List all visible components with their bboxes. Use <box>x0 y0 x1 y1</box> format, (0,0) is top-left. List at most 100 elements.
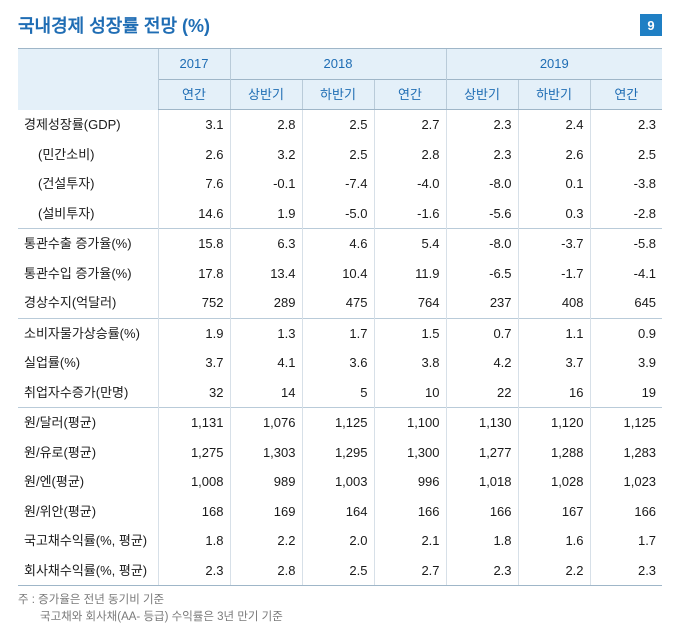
cell-value: -5.6 <box>446 199 518 229</box>
cell-value: 989 <box>230 467 302 497</box>
cell-value: 1,003 <box>302 467 374 497</box>
cell-value: 0.3 <box>518 199 590 229</box>
cell-value: 475 <box>302 288 374 318</box>
cell-value: 1,018 <box>446 467 518 497</box>
cell-value: 1,295 <box>302 438 374 468</box>
cell-value: -2.8 <box>590 199 662 229</box>
row-label: 원/엔(평균) <box>18 467 158 497</box>
cell-value: 2.8 <box>374 140 446 170</box>
row-label: 취업자수증가(만명) <box>18 378 158 408</box>
cell-value: 1.9 <box>230 199 302 229</box>
cell-value: 166 <box>446 497 518 527</box>
header-year: 2019 <box>446 49 662 80</box>
cell-value: 11.9 <box>374 259 446 289</box>
table-row: 회사채수익률(%, 평균)2.32.82.52.72.32.22.3 <box>18 556 662 586</box>
cell-value: 1,125 <box>590 408 662 438</box>
page-title: 국내경제 성장률 전망 (%) <box>18 12 210 38</box>
cell-value: 3.7 <box>518 348 590 378</box>
cell-value: 2.2 <box>230 526 302 556</box>
cell-value: 4.6 <box>302 229 374 259</box>
row-label: 통관수출 증가율(%) <box>18 229 158 259</box>
cell-value: 2.3 <box>590 110 662 140</box>
cell-value: 2.5 <box>302 556 374 586</box>
cell-value: -5.8 <box>590 229 662 259</box>
cell-value: 167 <box>518 497 590 527</box>
cell-value: 1,008 <box>158 467 230 497</box>
cell-value: 1.6 <box>518 526 590 556</box>
row-label: 원/위안(평균) <box>18 497 158 527</box>
cell-value: 1,131 <box>158 408 230 438</box>
cell-value: 2.8 <box>230 556 302 586</box>
cell-value: -3.7 <box>518 229 590 259</box>
cell-value: 2.3 <box>446 140 518 170</box>
cell-value: 6.3 <box>230 229 302 259</box>
row-label: 회사채수익률(%, 평균) <box>18 556 158 586</box>
table-row: 원/달러(평균)1,1311,0761,1251,1001,1301,1201,… <box>18 408 662 438</box>
cell-value: 2.3 <box>158 556 230 586</box>
row-label: 원/유로(평균) <box>18 438 158 468</box>
cell-value: 2.0 <box>302 526 374 556</box>
row-label: 경제성장률(GDP) <box>18 110 158 140</box>
cell-value: 2.5 <box>590 140 662 170</box>
cell-value: -1.7 <box>518 259 590 289</box>
table-row: 소비자물가상승률(%)1.91.31.71.50.71.10.9 <box>18 318 662 348</box>
table-row: 경제성장률(GDP)3.12.82.52.72.32.42.3 <box>18 110 662 140</box>
cell-value: 996 <box>374 467 446 497</box>
cell-value: 1.5 <box>374 318 446 348</box>
cell-value: 2.2 <box>518 556 590 586</box>
cell-value: 10.4 <box>302 259 374 289</box>
header-period: 상반기 <box>230 79 302 110</box>
cell-value: 1.8 <box>158 526 230 556</box>
cell-value: -8.0 <box>446 169 518 199</box>
cell-value: 408 <box>518 288 590 318</box>
cell-value: 764 <box>374 288 446 318</box>
cell-value: 2.3 <box>446 110 518 140</box>
table-row: 원/엔(평균)1,0089891,0039961,0181,0281,023 <box>18 467 662 497</box>
cell-value: 2.6 <box>518 140 590 170</box>
cell-value: 16 <box>518 378 590 408</box>
cell-value: 3.6 <box>302 348 374 378</box>
cell-value: 15.8 <box>158 229 230 259</box>
cell-value: 32 <box>158 378 230 408</box>
row-label: 소비자물가상승률(%) <box>18 318 158 348</box>
cell-value: 3.7 <box>158 348 230 378</box>
cell-value: 2.3 <box>446 556 518 586</box>
cell-value: 22 <box>446 378 518 408</box>
cell-value: 0.7 <box>446 318 518 348</box>
cell-value: -8.0 <box>446 229 518 259</box>
cell-value: 166 <box>374 497 446 527</box>
cell-value: 17.8 <box>158 259 230 289</box>
cell-value: 5.4 <box>374 229 446 259</box>
header-period: 연간 <box>158 79 230 110</box>
cell-value: -4.0 <box>374 169 446 199</box>
cell-value: 3.9 <box>590 348 662 378</box>
cell-value: 14 <box>230 378 302 408</box>
cell-value: 289 <box>230 288 302 318</box>
cell-value: 13.4 <box>230 259 302 289</box>
cell-value: 1.3 <box>230 318 302 348</box>
forecast-table: 2017 2018 2019 연간상반기하반기연간상반기하반기연간 경제성장률(… <box>18 48 662 586</box>
table-row: 통관수입 증가율(%)17.813.410.411.9-6.5-1.7-4.1 <box>18 259 662 289</box>
cell-value: 1.8 <box>446 526 518 556</box>
footnote: 주 : 증가율은 전년 동기비 기준 국고채와 회사채(AA- 등급) 수익률은… <box>18 592 662 627</box>
cell-value: 168 <box>158 497 230 527</box>
header-period: 상반기 <box>446 79 518 110</box>
row-label: 통관수입 증가율(%) <box>18 259 158 289</box>
cell-value: 7.6 <box>158 169 230 199</box>
row-label: (민간소비) <box>18 140 158 170</box>
cell-value: 1,100 <box>374 408 446 438</box>
cell-value: -7.4 <box>302 169 374 199</box>
cell-value: 1.7 <box>590 526 662 556</box>
table-row: 실업률(%)3.74.13.63.84.23.73.9 <box>18 348 662 378</box>
cell-value: 1,076 <box>230 408 302 438</box>
cell-value: 3.1 <box>158 110 230 140</box>
header-period: 연간 <box>374 79 446 110</box>
table-row: (민간소비)2.63.22.52.82.32.62.5 <box>18 140 662 170</box>
cell-value: 645 <box>590 288 662 318</box>
cell-value: 1.7 <box>302 318 374 348</box>
cell-value: -3.8 <box>590 169 662 199</box>
cell-value: -4.1 <box>590 259 662 289</box>
table-row: 원/유로(평균)1,2751,3031,2951,3001,2771,2881,… <box>18 438 662 468</box>
row-label: (건설투자) <box>18 169 158 199</box>
table-row: 경상수지(억달러)752289475764237408645 <box>18 288 662 318</box>
